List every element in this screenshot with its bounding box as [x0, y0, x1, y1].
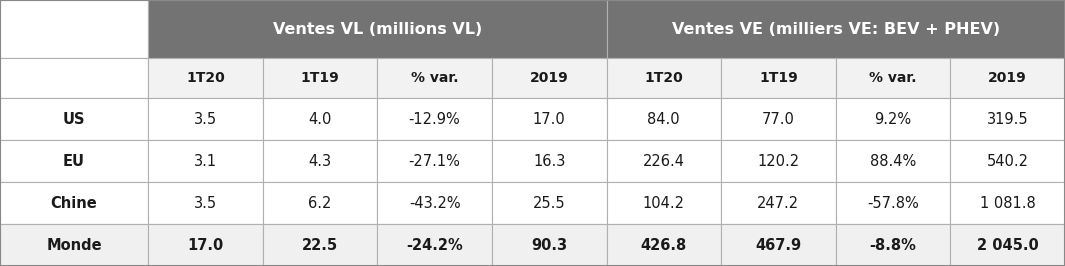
Bar [0, 0, 148, 58]
Bar [0, 224, 148, 266]
Text: Monde: Monde [46, 238, 102, 252]
Text: 6.2: 6.2 [308, 196, 331, 210]
Text: 4.3: 4.3 [309, 153, 331, 168]
Text: -27.1%: -27.1% [409, 153, 460, 168]
Bar [606, 58, 721, 98]
Text: -43.2%: -43.2% [409, 196, 460, 210]
Bar [606, 140, 721, 182]
Text: 467.9: 467.9 [755, 238, 802, 252]
Text: 1T19: 1T19 [300, 71, 340, 85]
Bar [836, 98, 950, 140]
Bar [148, 224, 263, 266]
Text: -24.2%: -24.2% [406, 238, 463, 252]
Text: Ventes VE (milliers VE: BEV + PHEV): Ventes VE (milliers VE: BEV + PHEV) [672, 22, 1000, 36]
Text: 3.5: 3.5 [194, 196, 217, 210]
Bar [0, 58, 148, 98]
Bar [606, 0, 1065, 58]
Bar [492, 98, 606, 140]
Bar [836, 224, 950, 266]
Text: 540.2: 540.2 [986, 153, 1029, 168]
Text: 9.2%: 9.2% [874, 111, 912, 127]
Bar [377, 224, 492, 266]
Text: 17.0: 17.0 [187, 238, 224, 252]
Bar [263, 58, 377, 98]
Text: 4.0: 4.0 [308, 111, 331, 127]
Bar [492, 182, 606, 224]
Text: 25.5: 25.5 [532, 196, 566, 210]
Text: 17.0: 17.0 [532, 111, 566, 127]
Bar [377, 182, 492, 224]
Bar [721, 224, 836, 266]
Text: 1T20: 1T20 [186, 71, 225, 85]
Text: 1T20: 1T20 [644, 71, 683, 85]
Text: 1T19: 1T19 [759, 71, 798, 85]
Text: 90.3: 90.3 [531, 238, 568, 252]
Bar [950, 98, 1065, 140]
Text: 120.2: 120.2 [757, 153, 800, 168]
Bar [950, 224, 1065, 266]
Text: 88.4%: 88.4% [870, 153, 916, 168]
Bar [492, 58, 606, 98]
Text: 104.2: 104.2 [643, 196, 685, 210]
Bar [263, 98, 377, 140]
Text: 2 045.0: 2 045.0 [977, 238, 1038, 252]
Text: -8.8%: -8.8% [870, 238, 917, 252]
Text: 319.5: 319.5 [987, 111, 1029, 127]
Text: EU: EU [63, 153, 85, 168]
Bar [492, 140, 606, 182]
Text: 247.2: 247.2 [757, 196, 800, 210]
Text: 77.0: 77.0 [761, 111, 794, 127]
Text: % var.: % var. [869, 71, 917, 85]
Bar [148, 0, 606, 58]
Text: Ventes VL (millions VL): Ventes VL (millions VL) [273, 22, 481, 36]
Text: -12.9%: -12.9% [409, 111, 460, 127]
Bar [148, 58, 263, 98]
Text: 22.5: 22.5 [301, 238, 338, 252]
Text: 3.5: 3.5 [194, 111, 217, 127]
Bar [836, 182, 950, 224]
Bar [0, 140, 148, 182]
Text: Chine: Chine [51, 196, 97, 210]
Bar [721, 140, 836, 182]
Bar [721, 58, 836, 98]
Bar [836, 140, 950, 182]
Text: 2019: 2019 [529, 71, 569, 85]
Bar [950, 182, 1065, 224]
Text: -57.8%: -57.8% [867, 196, 919, 210]
Text: US: US [63, 111, 85, 127]
Text: 3.1: 3.1 [194, 153, 217, 168]
Text: 84.0: 84.0 [648, 111, 681, 127]
Bar [148, 182, 263, 224]
Bar [0, 98, 148, 140]
Bar [0, 182, 148, 224]
Text: 426.8: 426.8 [641, 238, 687, 252]
Bar [950, 140, 1065, 182]
Bar [606, 224, 721, 266]
Text: 226.4: 226.4 [643, 153, 685, 168]
Bar [606, 98, 721, 140]
Bar [606, 182, 721, 224]
Bar [377, 58, 492, 98]
Text: % var.: % var. [411, 71, 458, 85]
Bar [263, 224, 377, 266]
Bar [377, 140, 492, 182]
Text: 16.3: 16.3 [532, 153, 566, 168]
Bar [950, 58, 1065, 98]
Bar [148, 140, 263, 182]
Bar [492, 224, 606, 266]
Bar [148, 98, 263, 140]
Bar [263, 182, 377, 224]
Bar [721, 98, 836, 140]
Bar [836, 58, 950, 98]
Bar [721, 182, 836, 224]
Text: 2019: 2019 [988, 71, 1027, 85]
Bar [377, 98, 492, 140]
Text: 1 081.8: 1 081.8 [980, 196, 1035, 210]
Bar [263, 140, 377, 182]
